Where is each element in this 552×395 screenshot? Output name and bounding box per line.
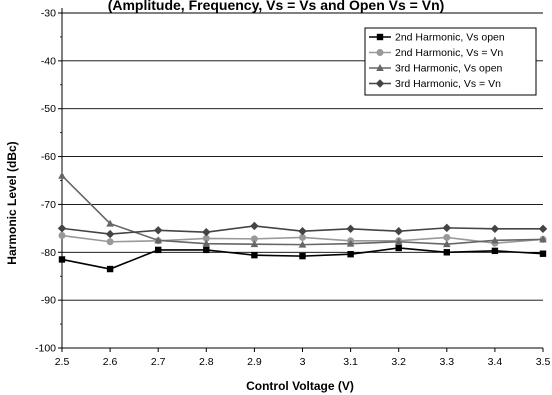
data-point — [538, 224, 548, 234]
x-tick-label: 3.1 — [343, 356, 358, 368]
legend-item: 3rd Harmonic, Vs = Vn — [369, 78, 501, 90]
legend: 2nd Harmonic, Vs open 2nd Harmonic, Vs = … — [364, 27, 537, 96]
data-point — [202, 234, 210, 242]
y-tick-label: -100 — [35, 343, 56, 355]
data-point — [394, 227, 403, 236]
data-point — [202, 239, 211, 247]
data-point — [154, 226, 163, 235]
data-point — [298, 240, 307, 248]
y-tick-label: -30 — [41, 8, 56, 20]
legend-label: 3rd Harmonic, Vs = Vn — [395, 78, 501, 90]
series-layer — [57, 171, 548, 273]
data-point — [443, 233, 451, 241]
legend-swatch-marker — [375, 79, 385, 88]
data-point — [250, 240, 259, 248]
data-point — [58, 232, 66, 240]
chart-title: (Amplitude, Frequency, Vs = Vs and Open … — [108, 0, 445, 13]
x-tick-label: 3 — [300, 356, 306, 368]
legend-item: 2nd Harmonic, Vs open — [369, 32, 505, 44]
data-point — [58, 171, 66, 179]
data-point — [298, 227, 307, 236]
grid-layer — [62, 12, 543, 301]
data-point — [57, 224, 67, 233]
data-point — [490, 224, 500, 234]
data-point — [491, 236, 499, 244]
data-point — [347, 251, 354, 258]
data-point — [106, 265, 114, 273]
data-point — [250, 221, 259, 231]
data-point — [106, 238, 114, 246]
series-4 — [57, 221, 548, 239]
x-tick-label: 3.3 — [439, 356, 454, 368]
y-tick-label: -90 — [41, 295, 56, 307]
x-tick-label: 2.9 — [247, 356, 262, 368]
y-axis-title: Harmonic Level (dBc) — [5, 141, 19, 264]
legend-label: 3rd Harmonic, Vs open — [395, 63, 503, 75]
data-point — [346, 224, 355, 234]
x-tick-label: 2.5 — [55, 356, 70, 368]
x-axis-title: Control Voltage (V) — [246, 379, 354, 393]
legend-item: 3rd Harmonic, Vs open — [369, 63, 503, 75]
y-tick-label: -40 — [41, 55, 56, 67]
y-tick-label: -80 — [41, 247, 56, 259]
data-point — [443, 240, 451, 248]
data-point — [202, 227, 211, 237]
axis-layer: -100 -90 -80 -70 -60 -50 -40 -30 2.5 2.6 2.7 2.8 2.9… — [35, 8, 550, 369]
x-tick-label: 2.7 — [151, 356, 166, 368]
legend-box — [364, 27, 537, 96]
x-tick-label: 2.8 — [199, 356, 214, 368]
y-tick-label: -70 — [41, 199, 56, 211]
data-point — [155, 246, 162, 254]
data-point — [443, 249, 450, 256]
data-point — [58, 256, 66, 263]
data-point — [250, 235, 258, 243]
data-point — [539, 235, 547, 243]
series-1 — [58, 244, 547, 273]
legend-label: 2nd Harmonic, Vs open — [395, 32, 505, 44]
data-point — [105, 229, 115, 239]
series-3 — [58, 171, 547, 248]
data-point — [539, 250, 547, 257]
data-point — [395, 244, 402, 252]
data-point — [251, 251, 258, 259]
y-tick-label: -50 — [41, 103, 56, 115]
y-tick-label: -60 — [41, 151, 56, 163]
x-tick-label: 3.2 — [391, 356, 406, 368]
data-point — [299, 252, 306, 260]
legend-swatch-marker — [376, 33, 384, 41]
data-point — [394, 237, 403, 245]
data-point — [106, 219, 114, 227]
legend-item: 2nd Harmonic, Vs = Vn — [369, 47, 503, 59]
x-tick-label: 2.6 — [103, 356, 118, 368]
data-point — [299, 233, 306, 241]
data-point — [346, 239, 355, 247]
data-point — [491, 247, 499, 255]
data-point — [442, 223, 451, 233]
legend-label: 2nd Harmonic, Vs = Vn — [395, 47, 503, 59]
legend-swatch-marker — [376, 49, 384, 56]
legend-swatch-marker — [376, 64, 384, 71]
data-point — [203, 246, 210, 254]
data-point — [154, 236, 162, 244]
x-tick-label: 3.5 — [536, 356, 551, 368]
x-tick-label: 3.4 — [488, 356, 503, 368]
